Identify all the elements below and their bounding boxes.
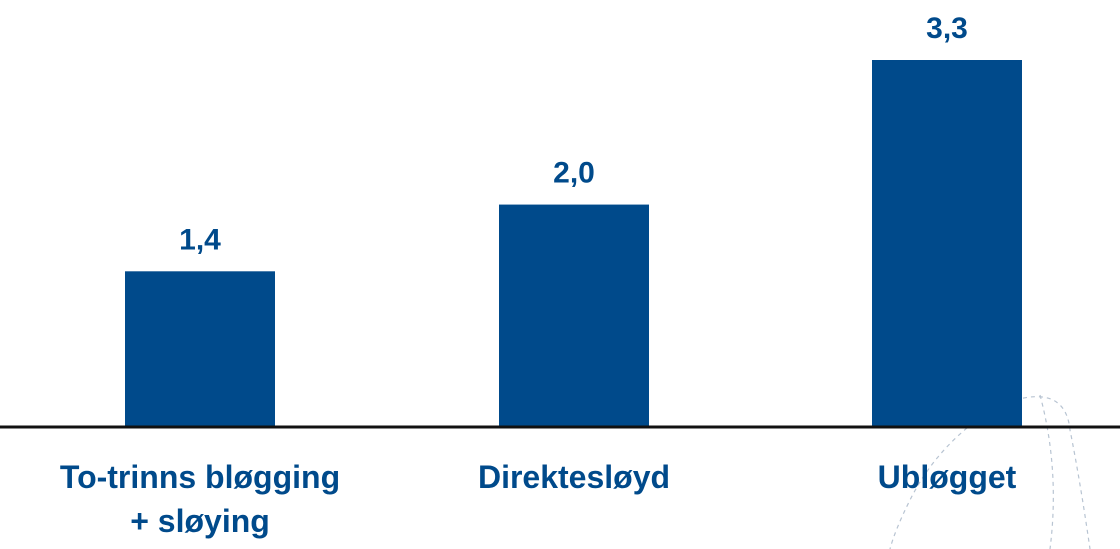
category-label: To-trinns bløgging: [60, 459, 340, 495]
category-label: + sløying: [130, 503, 270, 539]
category-label: Direktesløyd: [478, 459, 670, 495]
bar-value-label: 3,3: [926, 12, 968, 45]
value-labels-group: 1,4 2,0 3,3: [179, 12, 968, 256]
bar: [125, 271, 275, 427]
bar: [499, 204, 649, 427]
bar: [872, 60, 1022, 427]
category-labels-group: To-trinns bløgging + sløying Direktesløyd U…: [60, 459, 1017, 539]
bar-value-label: 2,0: [553, 157, 595, 190]
bar-value-label: 1,4: [179, 223, 221, 256]
category-label: Ubløgget: [878, 459, 1017, 495]
bars-group: [125, 60, 1022, 427]
